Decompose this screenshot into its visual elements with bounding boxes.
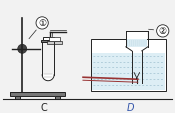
Bar	[43, 38, 54, 40]
Text: ①: ①	[29, 19, 46, 39]
Bar	[15, 96, 20, 99]
Bar	[41, 40, 56, 42]
Bar	[10, 92, 65, 96]
Bar	[55, 96, 60, 99]
Bar	[126, 32, 147, 47]
Bar	[47, 41, 62, 44]
Bar	[55, 96, 60, 99]
Bar	[91, 40, 166, 91]
Text: ②: ②	[149, 27, 167, 36]
Bar	[92, 53, 165, 90]
Bar	[15, 96, 20, 99]
Bar	[49, 38, 60, 41]
Bar	[126, 40, 147, 47]
Polygon shape	[42, 75, 54, 81]
Circle shape	[18, 45, 27, 54]
Text: D: D	[127, 102, 135, 112]
Text: C: C	[41, 102, 48, 112]
Bar	[10, 92, 65, 96]
